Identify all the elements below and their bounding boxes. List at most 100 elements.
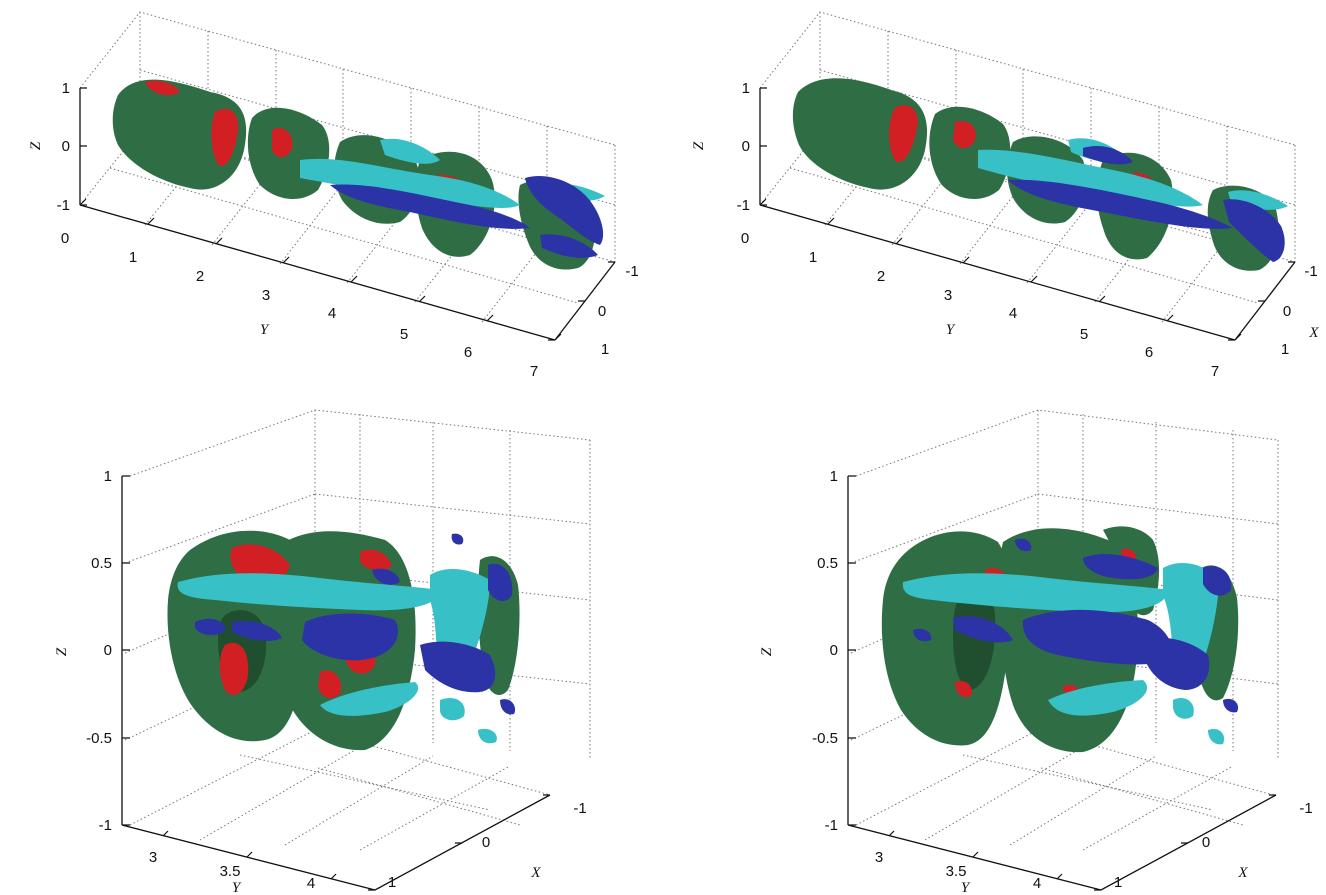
red-structure: [211, 108, 239, 167]
y-tick-label: 6: [464, 344, 472, 361]
z-tick-label: -1: [737, 197, 750, 214]
z-tick-label: -1: [99, 817, 112, 834]
cyan-structure: [300, 158, 520, 208]
green-vortex-ring: [792, 78, 928, 190]
z-tick-label: -0.5: [812, 730, 838, 747]
red-structure: [272, 128, 293, 158]
red-structure: [318, 670, 342, 699]
green-vortex-ring: [953, 591, 996, 690]
y-tick-label: 1: [809, 249, 817, 266]
red-structure: [889, 105, 918, 163]
grid-lines: [122, 409, 591, 851]
y-tick-label: 2: [196, 268, 204, 285]
blue-structure: [540, 234, 598, 258]
x-tick-label: 1: [601, 341, 609, 358]
blue-structure: [953, 616, 1013, 643]
z-axis-label: Z: [759, 647, 775, 656]
blue-structure: [420, 641, 496, 693]
y-tick-label: 3: [262, 287, 270, 304]
plot-bottom-left: 1 0.5 0 -0.5 -1 3 3.5 4 1 0 -1 Z Y X: [0, 400, 663, 895]
z-axis-label: Z: [28, 141, 44, 150]
plot-top-left-svg: 1 0 -1 0 1 2 3 4 5 6 7 1 0 -1 Z Y: [28, 11, 639, 380]
y-tick-label: 3: [944, 287, 952, 304]
z-tick-label: 0: [830, 642, 838, 659]
axes: [759, 87, 1296, 341]
cyan-structure: [177, 573, 440, 611]
y-axis-label: Y: [260, 322, 270, 338]
blue-structure: [1143, 637, 1210, 690]
plot-top-right: 1 0 -1 0 1 2 3 4 5 6 7 1 0 -1 Z Y X: [663, 0, 1326, 400]
blue-structure: [1008, 179, 1233, 229]
x-tick-label: -1: [573, 800, 586, 817]
x-axis-label: X: [1308, 325, 1319, 341]
blue-structure: [372, 568, 400, 585]
blue-structure: [1083, 145, 1133, 165]
axis-labels: Z Y X: [54, 647, 541, 895]
blue-structure: [500, 699, 516, 715]
z-tick-label: 0: [104, 642, 112, 659]
cyan-structure: [1048, 680, 1148, 716]
z-tick-label: 1: [742, 80, 750, 97]
plot-bottom-left-svg: 1 0.5 0 -0.5 -1 3 3.5 4 1 0 -1 Z Y X: [54, 409, 591, 895]
y-tick-label: 4: [328, 305, 336, 322]
y-tick-label: 5: [1080, 326, 1088, 343]
blue-structure: [232, 620, 282, 641]
z-axis-label: Z: [54, 647, 70, 656]
blue-structure: [1223, 199, 1285, 262]
x-tick-label: -1: [625, 263, 638, 280]
axis-labels: Z Y X: [691, 141, 1319, 341]
cyan-structure: [978, 149, 1203, 207]
y-tick-label: 0: [741, 230, 749, 247]
z-tick-label: 0: [62, 138, 70, 155]
red-structure: [145, 80, 180, 96]
red-structure: [953, 120, 976, 149]
y-tick-label: 3: [149, 849, 157, 866]
cyan-structure: [380, 138, 440, 164]
x-tick-label: -1: [1299, 800, 1312, 817]
x-tick-label: 1: [1114, 874, 1122, 891]
x-tick-label: 0: [1283, 303, 1291, 320]
y-tick-label: 2: [877, 268, 885, 285]
blue-structure: [195, 618, 226, 636]
z-tick-label: -0.5: [86, 730, 112, 747]
tick-labels: 1 0 -1 0 1 2 3 4 5 6 7 1 0 -1: [57, 80, 639, 380]
y-axis-line: [79, 204, 556, 341]
isosurface-blobs: [112, 79, 605, 270]
blue-structure: [330, 184, 530, 229]
blue-structure: [302, 613, 399, 661]
cyan-structure: [902, 573, 1168, 613]
isosurface-blobs: [881, 526, 1239, 753]
green-vortex-ring: [929, 106, 1011, 199]
blue-structure: [1223, 698, 1239, 713]
cyan-structure: [478, 728, 497, 744]
z-tick-label: -1: [57, 197, 70, 214]
plot-bottom-right: 1 0.5 0 -0.5 -1 3 3.5 4 1 0 -1 Z Y X: [663, 400, 1326, 895]
axes: [79, 87, 616, 341]
x-tick-label: 1: [1281, 341, 1289, 358]
cyan-structure: [1173, 697, 1194, 719]
z-tick-label: -1: [825, 817, 838, 834]
z-tick-label: 1: [830, 468, 838, 485]
y-tick-label: 5: [400, 326, 408, 343]
blue-structure: [1022, 609, 1172, 665]
y-tick-label: 4: [307, 875, 315, 892]
z-tick-label: 0.5: [817, 555, 838, 572]
y-axis-label: Y: [961, 880, 971, 895]
y-tick-label: 3.5: [946, 863, 967, 880]
y-axis-line: [121, 824, 376, 891]
blue-structure: [913, 628, 932, 642]
axes: [121, 475, 551, 891]
blue-structure: [1015, 538, 1032, 552]
red-structure: [219, 642, 249, 695]
red-structure: [955, 680, 972, 698]
x-axis-line: [374, 794, 551, 891]
z-tick-label: 1: [104, 468, 112, 485]
blue-structure: [1083, 554, 1158, 580]
y-tick-label: 3: [875, 849, 883, 866]
y-tick-label: 7: [530, 363, 538, 380]
x-tick-label: 1: [388, 874, 396, 891]
x-tick-label: 0: [1202, 834, 1210, 851]
tick-labels: 1 0 -1 0 1 2 3 4 5 6 7 1 0 -1: [737, 80, 1318, 380]
y-axis-line: [759, 204, 1236, 341]
y-tick-label: 3.5: [220, 863, 241, 880]
